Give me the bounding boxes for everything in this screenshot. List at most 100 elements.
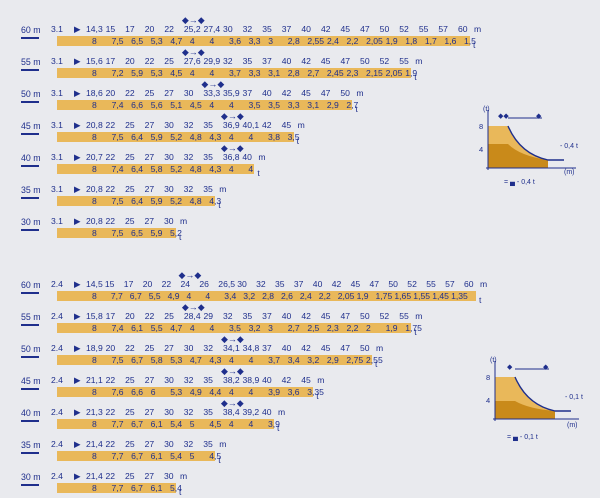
distance-label: 32 [183, 375, 194, 385]
boom-length-label: 30 m [21, 472, 41, 482]
load-value: 3,8 [268, 132, 280, 142]
distance-label: 25 [125, 471, 135, 481]
boom-length-underline [21, 197, 39, 199]
load-value: 8 [92, 132, 97, 142]
unit-m-label: m [278, 407, 286, 417]
load-value: 5 [189, 419, 195, 429]
trolley-icon: ◆→◆ [220, 143, 244, 153]
distance-label: 25 [125, 152, 135, 162]
distance-label: 15,8 [86, 311, 103, 321]
distance-label: 32 [256, 279, 266, 289]
distance-label: 22 [125, 343, 135, 353]
diagram-bottom-value: = ▄ - 0,4 t [504, 179, 535, 187]
distance-label: 30 [183, 343, 194, 353]
load-value: 3 [268, 323, 273, 333]
boom-length-label: 50 m [21, 344, 41, 354]
distance-label: 30 [164, 375, 174, 385]
distance-label: 2.4 [51, 471, 63, 481]
distance-label: 14,3 [86, 24, 103, 34]
load-value: 2,7 [346, 100, 359, 110]
distance-label: 27,6 [183, 56, 201, 66]
load-value: 1,35 [451, 291, 468, 301]
load-value: 8 [92, 355, 97, 365]
load-value: 7,6 [111, 387, 124, 397]
distance-label: 20,8 [86, 120, 103, 130]
load-value: 4,8 [189, 132, 202, 142]
boom-length-underline [21, 356, 39, 358]
unit-m-label: m [317, 375, 325, 385]
load-value: 4,8 [189, 196, 202, 206]
distance-label: 22 [105, 439, 116, 449]
load-value: 7,4 [111, 164, 124, 174]
distance-label: 35 [203, 152, 213, 162]
distance-label: 32 [183, 407, 194, 417]
load-value: 2,55 [307, 36, 325, 46]
distance-label: 25 [125, 407, 135, 417]
load-value: 2,3 [326, 323, 339, 333]
distance-label: 25 [144, 343, 155, 353]
distance-label: 50 [360, 343, 370, 353]
load-value: 3,1 [307, 100, 320, 110]
distance-label: 40 [262, 407, 272, 417]
load-value: 2,2 [346, 323, 359, 333]
boom-length-underline [21, 292, 39, 294]
load-bar [57, 164, 255, 174]
distance-label: 22 [144, 311, 155, 321]
distance-label: 27 [144, 375, 155, 385]
load-value: 6,1 [131, 323, 144, 333]
distance-label: 38,4 [222, 407, 240, 417]
load-value: 5,9 [150, 228, 163, 238]
arrow-icon: ▶ [74, 152, 81, 162]
diagram-y4: 4 [479, 145, 483, 154]
unit-m-label: m [415, 56, 423, 66]
distance-label: 32 [183, 439, 194, 449]
distance-label: 22 [105, 407, 116, 417]
load-value: 3,6 [229, 36, 241, 46]
distance-label: 30 [164, 471, 174, 481]
load-value: 3,2 [307, 355, 320, 365]
load-value: 4 [229, 355, 234, 365]
unit-t-label: t [179, 232, 182, 242]
unit-m-label: m [219, 439, 227, 449]
distance-label: 20 [105, 343, 116, 353]
unit-m-label: m [474, 24, 482, 34]
distance-label: 45 [320, 343, 331, 353]
unit-m-label: m [480, 279, 488, 289]
load-value: 2,4 [326, 36, 339, 46]
load-value: 4,3 [209, 196, 222, 206]
load-value: 4 [205, 291, 211, 301]
load-value: 5 [189, 451, 195, 461]
load-value: 6 [150, 387, 156, 397]
distance-label: 55 [399, 311, 409, 321]
distance-label: 21,3 [86, 407, 103, 417]
distance-label: 36,8 [222, 152, 240, 162]
load-value: 1,45 [432, 291, 449, 301]
load-bar [57, 132, 294, 142]
boom-length-label: 60 m [21, 25, 41, 35]
boom-length-label: 55 m [21, 57, 41, 67]
distance-label: 28,4 [183, 311, 201, 321]
load-value: 1,5 [464, 36, 476, 46]
distance-label: 47 [369, 279, 380, 289]
load-value: 4 [228, 164, 234, 174]
diagram-y-label: (t) [490, 357, 497, 364]
trolley-icon: ◆◆ [498, 113, 509, 120]
distance-label: 32 [223, 311, 233, 321]
arrow-icon: ▶ [74, 216, 81, 226]
distance-label: 27 [144, 152, 155, 162]
load-value: 2,7 [287, 323, 300, 333]
load-value: 1,75 [375, 291, 393, 301]
unit-t-label: t [179, 487, 182, 497]
load-value: 7,5 [111, 132, 124, 142]
unit-t-label: t [257, 168, 260, 178]
distance-label: 27 [144, 120, 155, 130]
distance-label: 32 [223, 56, 233, 66]
load-value: 7,5 [111, 196, 124, 206]
distance-label: 42 [301, 56, 311, 66]
distance-label: 27 [144, 471, 155, 481]
distance-label: 30 [164, 439, 174, 449]
boom-length-underline [21, 37, 39, 39]
distance-label: 50 [388, 279, 398, 289]
load-value: 3,9 [268, 419, 280, 429]
load-value: 5,3 [170, 355, 183, 365]
